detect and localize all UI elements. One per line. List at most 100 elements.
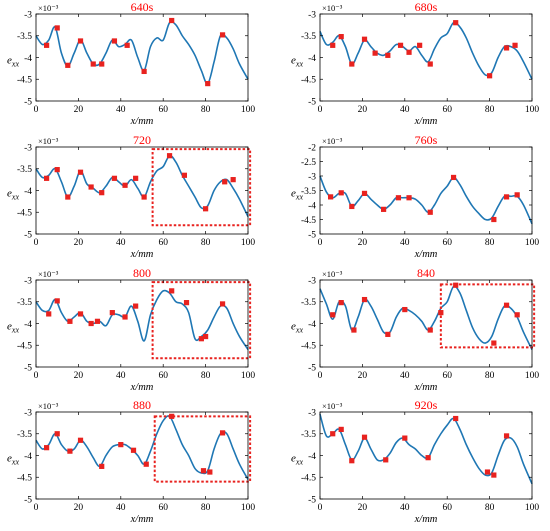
chart-1-marker-6	[397, 42, 404, 48]
chart-4-marker-4	[88, 320, 94, 327]
chart-1-axes-frame	[319, 13, 533, 102]
chart-1-marker-10	[453, 20, 459, 26]
chart-0-marker-11	[219, 32, 226, 38]
chart-4-ytick-label-0: -5	[24, 363, 32, 373]
chart-7-xtick-label-5: 100	[525, 503, 540, 513]
chart-1-xtick-label-4: 80	[485, 105, 495, 115]
chart-6-marker-5	[118, 442, 124, 448]
chart-2-marker-4	[88, 184, 94, 190]
chart-1-marker-0	[330, 42, 336, 48]
chart-6-ytick-label-4: -3	[24, 408, 32, 418]
chart-4-xtick-label-3: 60	[158, 371, 168, 381]
chart-6-ytick-label-3: -3.5	[17, 430, 32, 440]
chart-4-ytick-label-3: -3.5	[17, 298, 32, 308]
chart-6-marker-6	[130, 447, 137, 453]
chart-2-exponent: ×10⁻³	[38, 136, 59, 146]
chart-6-marker-1	[54, 431, 60, 437]
chart-6-highlight-box	[153, 415, 252, 483]
chart-0: 0 20 40 60 80 100 -5 -4.5 -4 -3.5 -3 ×10⁻³ 640s exx x/…	[7, 0, 255, 127]
chart-4-marker-11	[198, 336, 204, 342]
chart-4-marker-8	[133, 303, 139, 309]
chart-2-xtick-label-1: 20	[74, 238, 84, 248]
chart-6-ytick-label-2: -4	[24, 452, 32, 462]
chart-1-exponent: ×10⁻³	[322, 3, 343, 13]
chart-1-marker-13	[512, 42, 518, 48]
chart-1-marker-2	[349, 61, 355, 67]
chart-3-ytick-label-3: -3.5	[301, 187, 316, 197]
chart-6-xlabel: x/mm	[130, 514, 154, 525]
chart-7-xtick-label-3: 60	[442, 503, 452, 513]
chart-5-ytick-label-4: -3	[308, 276, 316, 286]
chart-0-xtick-label-0: 0	[34, 105, 39, 115]
chart-3-title: 760s	[415, 133, 438, 147]
chart-6-marker-9	[200, 468, 207, 474]
chart-3-xtick-label-4: 80	[485, 238, 495, 248]
chart-2-axes-frame	[35, 146, 249, 235]
chart-2: 0 20 40 60 80 100 -5 -4.5 -4 -3.5 -3 ×10⁻³ 720 exx x/m…	[7, 133, 255, 260]
chart-0-marker-9	[169, 17, 175, 24]
chart-7-marker-4	[383, 457, 389, 463]
chart-2-ytick-label-1: -4.5	[17, 209, 32, 219]
chart-5-xlabel: x/mm	[414, 382, 438, 393]
chart-0-marker-10	[205, 81, 211, 87]
chart-4-xtick-label-1: 20	[74, 371, 84, 381]
chart-0-ytick-label-3: -3.5	[17, 32, 32, 42]
chart-7-marker-5	[402, 435, 408, 441]
chart-4-ytick-label-4: -3	[24, 276, 32, 286]
chart-3-ytick-label-4: -3	[308, 172, 316, 182]
chart-4-xtick-label-5: 100	[241, 371, 256, 381]
chart-3-ytick-label-2: -4	[308, 201, 316, 211]
chart-3-axes-frame	[319, 146, 533, 235]
chart-1-marker-4	[372, 50, 378, 56]
chart-4-marker-7	[122, 314, 128, 320]
chart-5-ylabel: exx	[291, 321, 303, 335]
chart-3-marker-2	[349, 203, 355, 210]
chart-3-ytick-label-0: -5	[308, 230, 316, 240]
chart-3-xtick-label-1: 20	[358, 238, 368, 248]
chart-4-ytick-label-1: -4.5	[17, 342, 32, 352]
chart-0-xlabel: x/mm	[130, 116, 154, 127]
chart-5-marker-2	[351, 327, 357, 333]
chart-2-ylabel: exx	[7, 188, 19, 202]
chart-4-marker-1	[54, 298, 60, 304]
chart-0-ytick-label-1: -4.5	[17, 76, 32, 86]
chart-7-ytick-label-4: -3	[308, 408, 316, 418]
chart-4-xtick-label-0: 0	[34, 371, 39, 381]
chart-1-xtick-label-2: 40	[400, 105, 410, 115]
chart-0-ytick-label-2: -4	[24, 54, 32, 64]
chart-1-xlabel: x/mm	[414, 116, 438, 127]
chart-5-xtick-label-5: 100	[525, 371, 540, 381]
chart-7-title: 920s	[415, 398, 438, 412]
chart-7-marker-8	[484, 469, 491, 475]
chart-3-xlabel: x/mm	[414, 249, 438, 260]
chart-0-xtick-label-4: 80	[201, 105, 211, 115]
chart-4-xtick-label-4: 80	[201, 371, 211, 381]
chart-2-ytick-label-4: -3	[24, 143, 32, 153]
chart-5-marker-5	[402, 306, 408, 313]
chart-1-marker-5	[385, 52, 391, 58]
chart-3-exponent: ×10⁻³	[322, 136, 343, 146]
chart-7-marker-6	[425, 455, 431, 461]
chart-7-marker-0	[330, 431, 336, 437]
chart-1-ytick-label-0: -5	[308, 97, 316, 107]
chart-6-marker-2	[67, 448, 73, 454]
chart-2-marker-10	[166, 153, 173, 159]
chart-5-ytick-label-1: -4.5	[301, 342, 316, 352]
chart-2-series-line	[35, 154, 249, 217]
chart-5-marker-9	[491, 340, 497, 346]
chart-3-xtick-label-2: 40	[400, 238, 410, 248]
chart-3-marker-10	[503, 194, 510, 200]
chart-2-xtick-label-3: 60	[158, 238, 168, 248]
chart-4: 0 20 40 60 80 100 -5 -4.5 -4 -3.5 -3 ×10⁻³ 800 exx x/m…	[7, 266, 255, 393]
chart-1-marker-8	[417, 42, 423, 48]
chart-0-axes-frame	[35, 13, 249, 102]
chart-4-marker-5	[94, 318, 101, 324]
chart-4-marker-3	[77, 311, 84, 317]
chart-7-xtick-label-0: 0	[318, 503, 323, 513]
chart-2-marker-12	[203, 206, 209, 212]
chart-2-marker-9	[141, 194, 147, 200]
chart-0-marker-4	[90, 61, 96, 67]
chart-2-xlabel: x/mm	[130, 249, 154, 260]
